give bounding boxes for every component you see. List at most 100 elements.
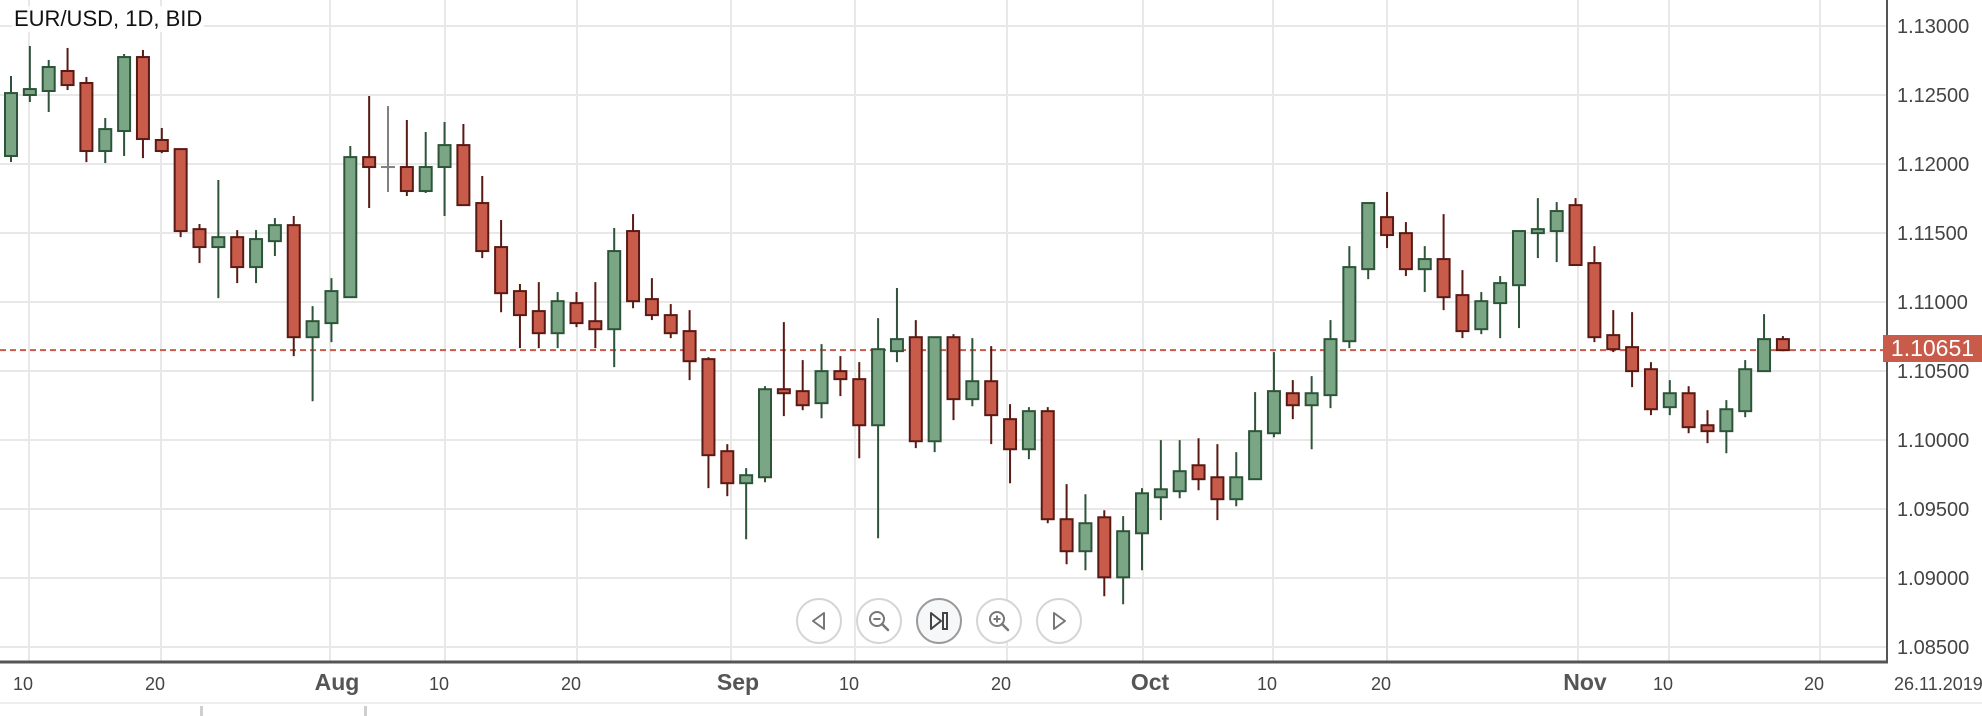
candle [852,362,867,459]
candle [1191,438,1206,491]
candle [908,320,923,449]
candle-body [1719,408,1734,433]
candle [192,224,207,264]
candle [475,176,490,259]
navigator-handle-right[interactable] [364,706,367,716]
triangle-left-icon [812,612,825,630]
candle [399,119,414,197]
candle-body [795,390,810,407]
candle-body [79,81,94,153]
candle [588,282,603,349]
grid-lines [0,0,1887,662]
x-tick-label: 10 [13,674,33,694]
candle [154,127,169,154]
candle-body [1681,392,1696,429]
y-tick-label: 1.13000 [1897,16,1969,38]
candle [1342,246,1357,349]
candle-body [1549,210,1564,233]
candle-body [833,370,848,381]
candle-body [1229,476,1244,501]
candle-body [889,338,904,353]
candle [1135,488,1149,571]
candle [286,216,301,357]
candle-body [399,166,414,193]
candle [362,95,377,209]
candle-body [946,336,961,401]
scroll-right-button[interactable] [1036,598,1082,644]
candle-body [1059,518,1074,553]
candle-body [758,388,772,479]
candle [1643,362,1658,416]
candle-body [154,138,169,153]
zoom-out-button[interactable] [856,598,902,644]
candle-body [475,202,490,253]
candle-body [362,156,377,169]
candle-body [814,370,829,405]
range-navigator[interactable] [0,702,1982,716]
candle [1549,202,1564,263]
candle-body [1266,390,1281,435]
candle [1153,440,1168,521]
candle [1361,202,1376,280]
candle [1285,380,1300,420]
candle-body [682,330,697,363]
candle-body [984,380,999,417]
navigator-handle-left[interactable] [200,706,203,716]
current-price-badge: 1.10651 [1883,335,1982,362]
candle [1568,198,1583,267]
candle-body [41,65,56,92]
candle [720,444,735,497]
candle [739,468,754,540]
candle-body [456,144,471,207]
candle [456,123,471,207]
candle-body [1587,262,1602,339]
candle [1097,510,1112,597]
candle-body [1153,488,1168,499]
candle-body [117,56,132,133]
candle-body [1172,470,1187,493]
candle [230,230,245,284]
x-tick-label: 20 [145,674,165,694]
candle [1662,380,1677,416]
candle-body [588,320,603,331]
x-tick-label: Oct [1131,669,1170,695]
candle [607,228,622,368]
candle-body [927,336,942,443]
candle [795,360,810,411]
candle-body [211,236,226,249]
y-tick-label: 1.09000 [1897,568,1969,590]
candle-body [1323,338,1338,397]
candle-body [1361,202,1376,271]
candle [22,46,37,103]
zoom-in-button[interactable] [976,598,1022,644]
candle-body [1530,228,1545,235]
candle [1681,386,1696,434]
triangle-right-icon [1053,612,1066,630]
y-tick-label: 1.10000 [1897,430,1969,452]
candle-body [173,148,188,233]
scroll-left-button[interactable] [796,598,842,644]
candle-body [324,290,339,325]
candle [1172,440,1187,499]
candle-body [22,88,37,97]
reset-to-latest-button[interactable] [916,598,962,644]
candle [249,230,264,284]
candle [1775,336,1790,352]
candle-body [418,166,433,193]
candle-body [1210,476,1225,501]
candle-body [1040,410,1055,521]
candle-body [1380,216,1395,237]
candle-body [1474,300,1489,331]
candle-body [98,128,113,153]
candle-body [644,298,659,317]
candle [343,146,358,299]
chart-title: EUR/USD, 1D, BID [12,6,205,32]
x-tick-label: Nov [1563,669,1607,695]
candle-body [437,144,452,169]
candle-body [531,310,546,335]
y-tick-label: 1.09500 [1897,499,1969,521]
candle [682,310,697,381]
x-tick-label: Sep [717,669,759,695]
